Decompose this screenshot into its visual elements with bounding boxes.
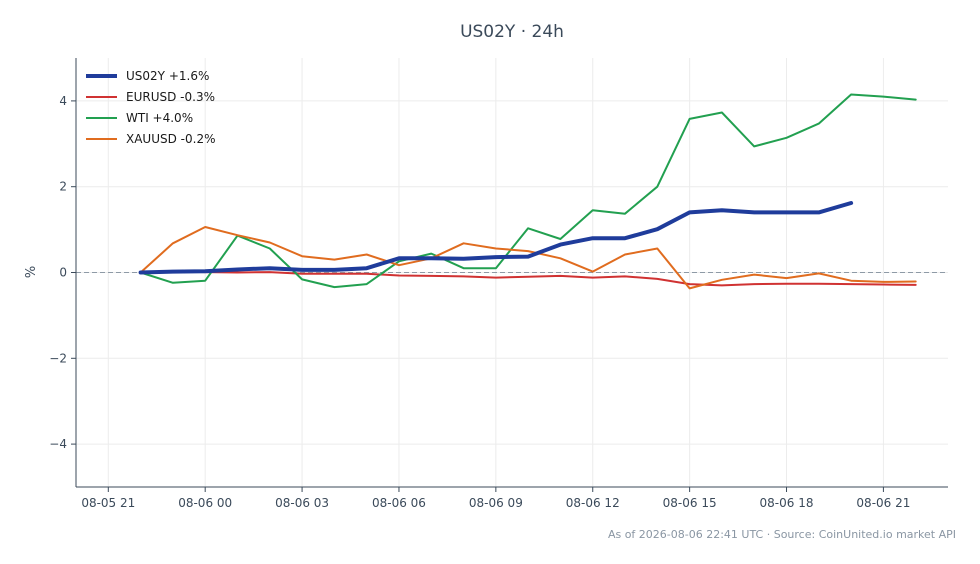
legend-item: XAUUSD -0.2% xyxy=(86,132,215,146)
x-tick-label: 08-06 09 xyxy=(469,496,523,510)
x-tick-label: 08-06 21 xyxy=(856,496,910,510)
chart-title: US02Y · 24h xyxy=(460,22,564,42)
legend: US02Y +1.6% EURUSD -0.3% WTI +4.0% XAUUSD -… xyxy=(86,69,215,146)
legend-label: US02Y +1.6% xyxy=(126,69,209,83)
y-tick-label: 2 xyxy=(59,180,67,194)
series-line-eurusd xyxy=(139,270,917,287)
x-tick-label: 08-06 18 xyxy=(760,496,814,510)
series-line-wti xyxy=(139,93,917,289)
series-line-xauusd xyxy=(139,226,917,290)
x-tick-label: 08-06 15 xyxy=(663,496,717,510)
y-tick-label: 0 xyxy=(59,266,67,280)
series-layer xyxy=(138,93,917,290)
y-tick-label: −2 xyxy=(49,351,67,365)
legend-label: WTI +4.0% xyxy=(126,111,193,125)
y-tick-label: −4 xyxy=(49,437,67,451)
legend-item: EURUSD -0.3% xyxy=(86,90,215,104)
x-tick-label: 08-06 03 xyxy=(275,496,329,510)
legend-item: WTI +4.0% xyxy=(86,111,193,125)
x-tick-label: 08-06 00 xyxy=(178,496,232,510)
y-tick-label: 4 xyxy=(59,94,67,108)
x-tick-label: 08-05 21 xyxy=(81,496,135,510)
legend-item: US02Y +1.6% xyxy=(86,69,209,83)
y-axis-ticks: −4 −2 0 2 4 xyxy=(49,94,76,451)
legend-label: EURUSD -0.3% xyxy=(126,90,215,104)
x-tick-label: 08-06 12 xyxy=(566,496,620,510)
x-axis-ticks: 08-05 21 08-06 00 08-06 03 08-06 06 08-06 09… xyxy=(81,487,910,510)
footer-source-note: As of 2026-08-06 22:41 UTC · Source: Coi… xyxy=(608,528,956,541)
x-tick-label: 08-06 06 xyxy=(372,496,426,510)
legend-label: XAUUSD -0.2% xyxy=(126,132,215,146)
series-line-us02y xyxy=(138,201,854,275)
y-axis-label: % xyxy=(24,266,39,278)
